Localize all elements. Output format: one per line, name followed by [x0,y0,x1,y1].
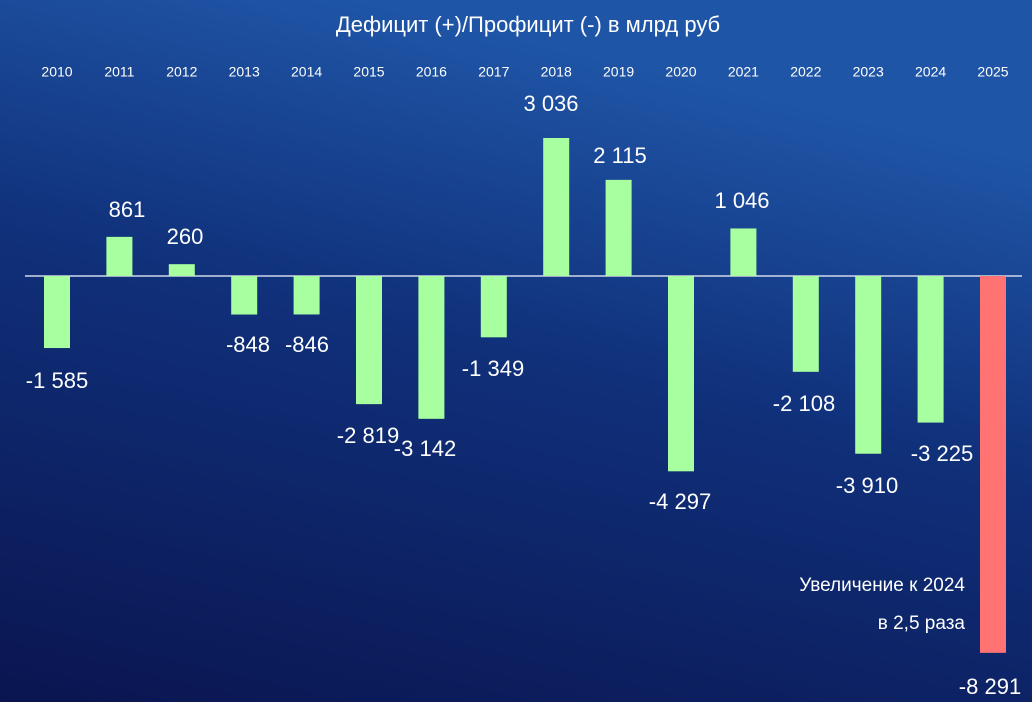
data-label: 861 [109,197,146,222]
bar [668,276,694,472]
x-tick-label: 2018 [541,64,572,80]
bar [356,276,382,405]
bar [730,228,757,276]
data-label: 1 046 [714,188,769,213]
bar [480,276,507,338]
annotation: в 2,5 раза [878,613,966,634]
data-label: -4 297 [649,489,711,514]
bar [418,276,445,419]
x-tick-label: 2014 [291,64,322,80]
data-label: -1 349 [462,356,524,381]
x-tick-label: 2022 [790,64,821,80]
bar [605,179,632,276]
data-label: 3 036 [523,91,578,116]
x-tick-label: 2010 [41,64,72,80]
x-tick-label: 2019 [603,64,634,80]
data-label: 260 [167,224,204,249]
bar [980,276,1006,653]
x-tick-label: 2025 [977,64,1008,80]
x-tick-label: 2023 [853,64,884,80]
data-label: -3 142 [394,436,456,461]
bar [168,264,195,276]
data-label: -8 291 [959,674,1021,699]
bar [855,276,882,454]
x-tick-label: 2020 [665,64,696,80]
x-tick-label: 2024 [915,64,946,80]
x-tick-label: 2011 [104,64,134,80]
x-tick-label: 2015 [353,64,384,80]
data-label: -3 910 [836,473,898,498]
chart-title: Дефицит (+)/Профицит (-) в млрд руб [336,12,720,37]
data-label: -846 [285,332,329,357]
bar [293,276,320,315]
bar [543,138,570,276]
x-tick-label: 2012 [166,64,197,80]
annotation: Увеличение к 2024 [799,575,965,596]
bar [231,276,258,315]
x-tick-label: 2016 [416,64,447,80]
x-tick-label: 2013 [229,64,260,80]
x-tick-label: 2017 [478,64,509,80]
bar [917,276,944,423]
data-label: -848 [226,332,270,357]
data-label: -2 819 [337,423,399,448]
bar [44,276,70,349]
x-tick-label: 2021 [728,64,759,80]
bar [792,276,819,372]
bar [106,236,133,276]
data-label: 2 115 [593,143,646,168]
data-label: -2 108 [773,391,835,416]
data-label: -3 225 [911,441,973,466]
data-label: -1 585 [26,368,88,393]
